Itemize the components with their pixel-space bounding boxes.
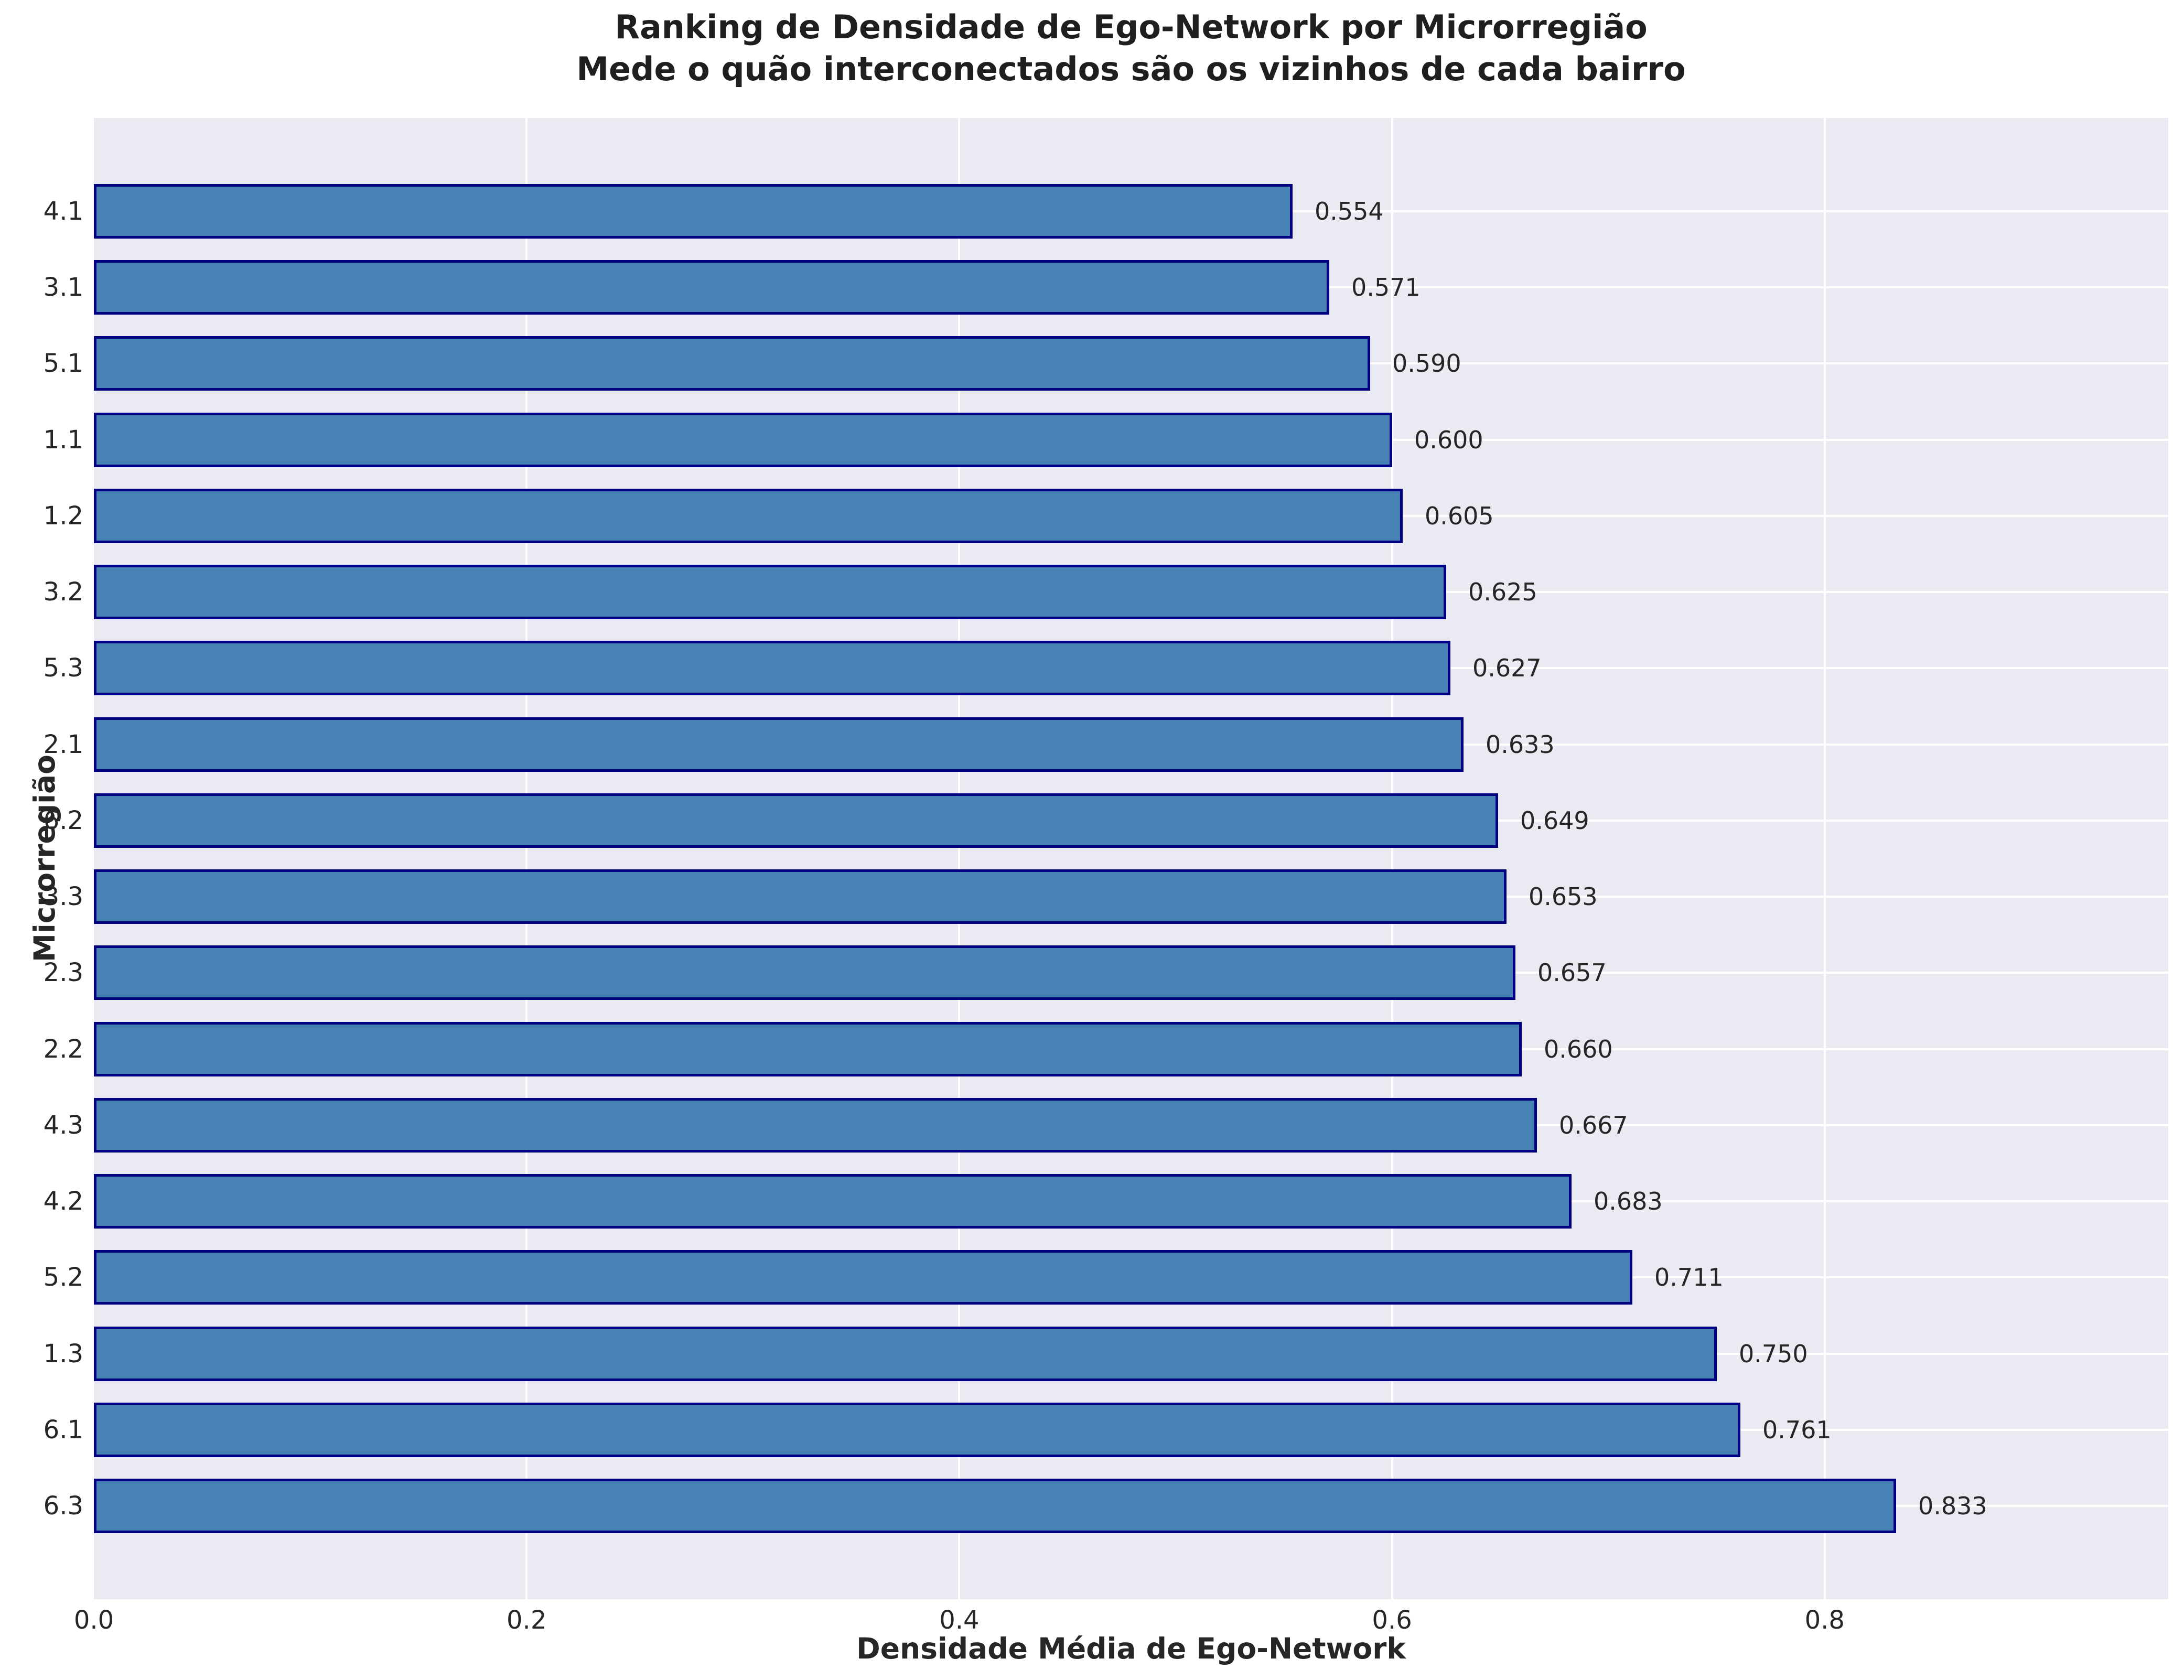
y-tick-label: 3.1 <box>43 273 83 303</box>
x-axis-label: Densidade Média de Ego-Network <box>856 1632 1406 1665</box>
gridline-vertical <box>525 118 528 1599</box>
bar-value-label: 0.590 <box>1392 349 1461 378</box>
bar-5.2 <box>94 1250 1632 1305</box>
y-tick-label: 4.2 <box>43 1187 83 1216</box>
bar-4.2 <box>94 1174 1572 1229</box>
bar-value-label: 0.605 <box>1425 501 1494 530</box>
y-tick-label: 4.1 <box>43 197 83 226</box>
bar-value-label: 0.657 <box>1537 959 1607 987</box>
bar-6.3 <box>94 1479 1896 1533</box>
bar-1.3 <box>94 1326 1717 1381</box>
bar-5.3 <box>94 641 1450 696</box>
y-tick-label: 5.2 <box>43 1263 83 1293</box>
y-tick-label: 2.3 <box>43 958 83 988</box>
chart-title-line1: Ranking de Densidade de Ego-Network por … <box>615 8 1648 46</box>
bar-value-label: 0.571 <box>1351 273 1421 302</box>
bar-value-label: 0.649 <box>1520 806 1589 835</box>
bar-value-label: 0.683 <box>1594 1187 1663 1216</box>
y-tick-label: 5.1 <box>43 349 83 379</box>
x-tick-label: 0.0 <box>73 1606 114 1635</box>
y-tick-label: 6.2 <box>43 805 83 835</box>
bar-4.3 <box>94 1097 1537 1153</box>
y-tick-label: 6.1 <box>43 1415 83 1445</box>
bar-2.3 <box>94 945 1515 1000</box>
gridline-vertical <box>1391 118 1393 1599</box>
bar-1.2 <box>94 488 1403 543</box>
y-tick-label: 3.3 <box>43 882 83 912</box>
bar-value-label: 0.653 <box>1529 882 1598 911</box>
bar-value-label: 0.627 <box>1472 654 1542 683</box>
bar-2.1 <box>94 717 1464 772</box>
x-tick-label: 0.8 <box>1804 1606 1845 1635</box>
bar-value-label: 0.667 <box>1559 1111 1628 1139</box>
bar-5.1 <box>94 336 1370 391</box>
y-tick-label: 5.3 <box>43 653 83 683</box>
y-tick-label: 1.2 <box>43 501 83 531</box>
bar-3.3 <box>94 869 1507 924</box>
bar-1.1 <box>94 412 1392 467</box>
bar-value-label: 0.761 <box>1762 1415 1832 1444</box>
chart-title-line2: Mede o quão interconectados são os vizin… <box>576 50 1686 88</box>
x-tick-label: 0.2 <box>507 1606 547 1635</box>
bar-3.1 <box>94 260 1329 315</box>
bar-3.2 <box>94 565 1446 620</box>
plot-area: 0.554 0.571 0.590 0.600 0.605 0.625 0.627 0.633… <box>94 118 2168 1599</box>
bar-value-label: 0.833 <box>1918 1492 1987 1520</box>
y-tick-label: 3.2 <box>43 577 83 607</box>
bar-value-label: 0.600 <box>1414 425 1483 454</box>
bar-value-label: 0.750 <box>1739 1339 1808 1368</box>
y-tick-label: 2.1 <box>43 729 83 759</box>
bar-6.1 <box>94 1402 1740 1457</box>
bar-value-label: 0.711 <box>1654 1263 1724 1292</box>
y-axis-label: Microrregião <box>28 755 61 962</box>
y-tick-label: 2.2 <box>43 1034 83 1064</box>
y-tick-label: 6.3 <box>43 1491 83 1521</box>
bar-value-label: 0.633 <box>1486 730 1555 759</box>
gridline-vertical <box>1823 118 1826 1599</box>
gridline-vertical <box>958 118 961 1599</box>
chart-title: Ranking de Densidade de Ego-Network por … <box>94 6 2168 90</box>
bar-value-label: 0.554 <box>1315 197 1384 225</box>
bar-value-label: 0.625 <box>1468 578 1537 607</box>
bar-6.2 <box>94 793 1498 848</box>
y-tick-label: 1.3 <box>43 1339 83 1369</box>
bar-4.1 <box>94 184 1293 239</box>
y-tick-label: 4.3 <box>43 1110 83 1140</box>
x-tick-label: 0.4 <box>939 1606 980 1635</box>
x-tick-label: 0.6 <box>1372 1606 1412 1635</box>
bar-2.2 <box>94 1021 1522 1076</box>
y-tick-label: 1.1 <box>43 425 83 455</box>
bar-value-label: 0.660 <box>1544 1035 1613 1063</box>
